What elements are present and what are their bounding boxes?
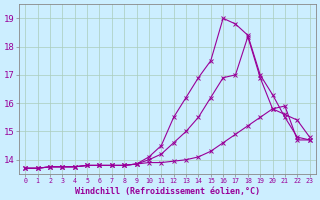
X-axis label: Windchill (Refroidissement éolien,°C): Windchill (Refroidissement éolien,°C) [75,187,260,196]
